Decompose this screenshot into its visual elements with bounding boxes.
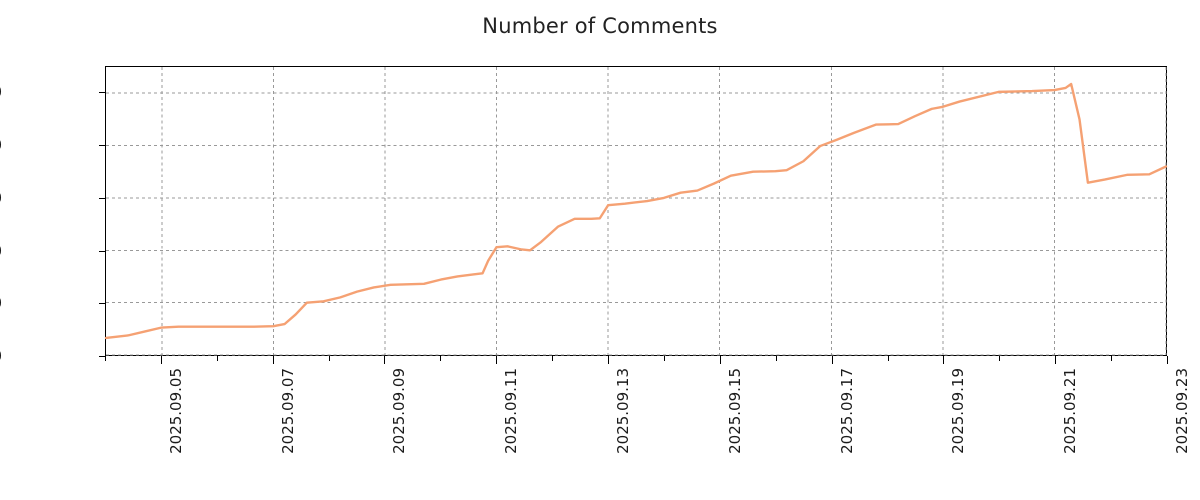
x-axis-tick-label: 2025.09.07 [278,368,297,454]
x-axis-tick-label: 2025.09.17 [837,368,856,454]
y-axis-tick [99,356,105,357]
x-axis-tick [1055,356,1057,364]
plot-area [104,66,1168,356]
x-axis-tick [384,356,386,364]
y-axis-tick-label: 119600 [0,136,2,154]
y-axis-labels: 118800 119000 119200 119400 119600 119800 [0,0,105,500]
x-axis-tick [496,356,498,364]
x-axis-tick [999,356,1001,361]
x-axis-tick [775,356,777,361]
chart-title: Number of Comments [482,14,718,38]
x-axis-tick-label: 2025.09.09 [390,368,409,454]
x-axis-tick [328,356,330,361]
x-axis-tick [719,356,721,364]
x-axis-tick [160,356,162,364]
y-axis-tick-label: 119000 [0,294,2,312]
x-axis-tick-label: 2025.09.23 [1173,368,1191,454]
y-axis-tick [99,303,105,305]
x-axis-tick [1167,356,1168,364]
y-axis-tick [99,197,105,199]
x-axis-tick [943,356,945,364]
y-axis-tick [99,145,105,147]
x-axis-tick [272,356,274,364]
y-axis-tick-label: 119400 [0,189,2,207]
x-axis-tick [440,356,442,361]
x-axis-tick-label: 2025.09.21 [1061,368,1080,454]
x-axis-tick [887,356,889,361]
data-series-line [104,82,1168,340]
x-axis-tick [608,356,610,364]
x-axis-tick-label: 2025.09.19 [949,368,968,454]
y-axis-tick [99,92,105,94]
y-axis-tick-label: 119200 [0,242,2,260]
x-axis-tick-label: 2025.09.13 [614,368,633,454]
x-axis-tick [552,356,554,361]
y-axis-tick-label: 118800 [0,347,2,365]
x-axis-tick [663,356,665,361]
gridlines [106,67,1167,356]
x-axis-tick [105,356,106,361]
x-axis-tick-label: 2025.09.15 [725,368,744,454]
y-axis-tick-label: 119800 [0,83,2,101]
x-axis-tick [1111,356,1113,361]
x-axis-tick [831,356,833,364]
x-axis-tick-label: 2025.09.11 [502,368,521,454]
x-axis-tick [216,356,218,361]
x-axis-tick-label: 2025.09.05 [166,368,185,454]
y-axis-tick [99,250,105,252]
